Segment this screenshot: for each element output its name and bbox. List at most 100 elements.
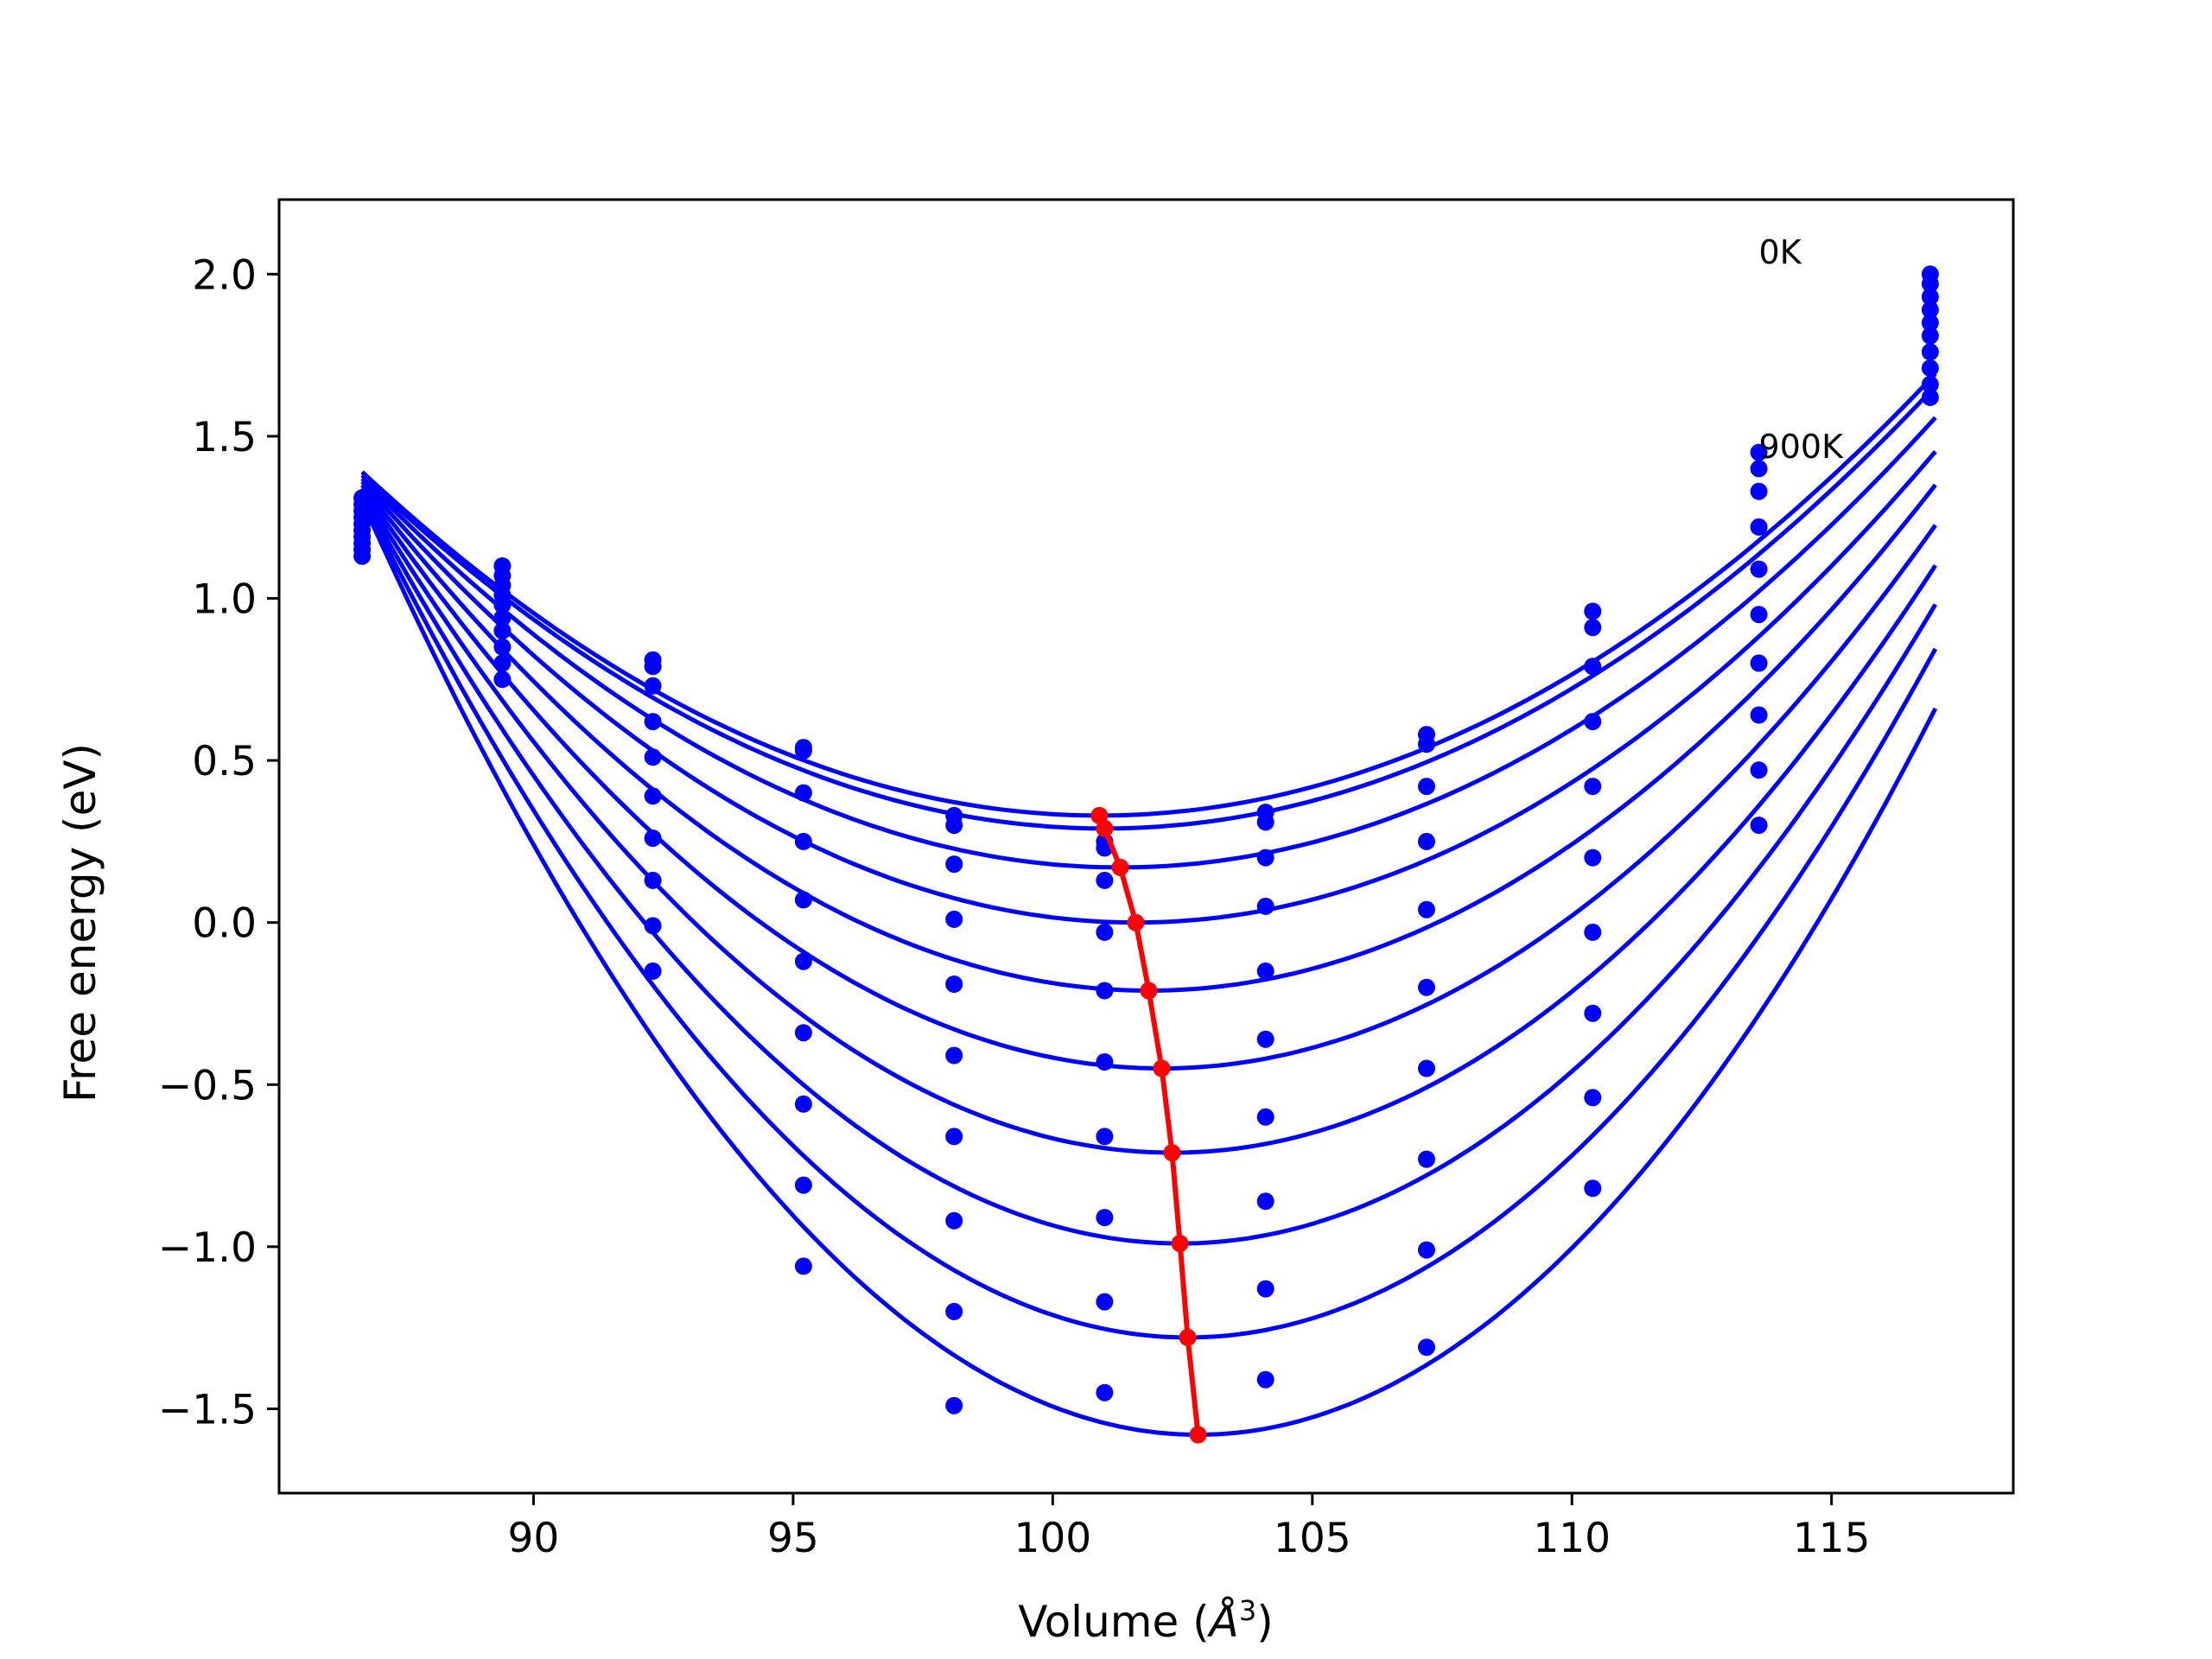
- data-point: [1096, 982, 1114, 1000]
- data-point: [1418, 1338, 1435, 1357]
- minimum-marker: [1140, 982, 1158, 1000]
- data-point: [1750, 606, 1768, 624]
- x-tick-label: 95: [767, 1515, 819, 1562]
- x-tick-label: 110: [1533, 1515, 1611, 1562]
- data-point: [493, 557, 512, 575]
- data-point: [493, 622, 512, 639]
- data-point: [945, 1128, 963, 1146]
- fit-curve-8: [359, 497, 1938, 1340]
- data-point: [1256, 1030, 1274, 1048]
- data-point: [1418, 778, 1435, 796]
- data-point: [1584, 1179, 1602, 1198]
- fit-curve-3: [360, 449, 1937, 925]
- fit-curve-2: [360, 416, 1937, 870]
- data-point: [1096, 1209, 1114, 1227]
- data-point: [644, 748, 662, 766]
- data-point: [1096, 1293, 1114, 1311]
- data-point: [1418, 735, 1435, 753]
- data-point: [644, 917, 662, 935]
- fit-curve-1: [360, 385, 1937, 831]
- data-point: [1750, 761, 1768, 779]
- data-point: [794, 891, 812, 909]
- data-point: [644, 830, 662, 848]
- data-point: [945, 855, 963, 874]
- data-point: [1584, 923, 1602, 941]
- data-point: [945, 1046, 963, 1065]
- y-tick-label: −1.5: [158, 1386, 257, 1433]
- data-point: [945, 1302, 963, 1320]
- data-point: [1096, 1053, 1114, 1071]
- minimum-marker: [1153, 1059, 1171, 1077]
- data-point: [644, 787, 662, 805]
- data-point: [1921, 388, 1939, 406]
- minimum-marker: [1163, 1144, 1181, 1162]
- minimum-marker: [1090, 806, 1109, 824]
- data-point: [1256, 962, 1274, 980]
- data-point: [794, 1024, 812, 1042]
- data-point: [1584, 602, 1602, 620]
- x-axis-label: Volume (Å3): [1018, 1594, 1273, 1647]
- data-point: [1921, 375, 1939, 393]
- data-point: [1096, 871, 1114, 889]
- x-tick-label: 90: [508, 1515, 560, 1562]
- data-point: [1584, 713, 1602, 731]
- data-point: [1256, 813, 1274, 831]
- y-axis: 2.0 1.5 1.0 0.5 0.0 −0.5 −1.0 −1.5: [158, 251, 279, 1433]
- y-tick-label: −0.5: [158, 1062, 257, 1109]
- fit-curve-6: [359, 490, 1937, 1155]
- data-point: [1921, 314, 1939, 332]
- data-point: [1750, 654, 1768, 672]
- data-point: [1750, 460, 1768, 478]
- minima-line: [1096, 814, 1201, 1435]
- data-point: [794, 1257, 812, 1275]
- data-point: [794, 952, 812, 970]
- data-point: [1096, 923, 1114, 941]
- fit-curve-0: [360, 372, 1937, 818]
- minimum-marker: [1179, 1328, 1197, 1346]
- data-point: [1921, 275, 1939, 293]
- y-tick-label: 1.5: [192, 414, 257, 461]
- data-point: [1418, 900, 1435, 918]
- data-point: [1584, 849, 1602, 867]
- data-point: [1750, 560, 1768, 578]
- data-point: [644, 677, 662, 695]
- annotations: 0K 900K: [1759, 233, 1845, 466]
- plot-area: [353, 265, 1939, 1444]
- data-point: [1256, 1192, 1274, 1211]
- minimum-marker: [1096, 819, 1114, 837]
- y-axis-label: Free energy (eV): [55, 743, 105, 1103]
- data-point: [1096, 1383, 1114, 1402]
- data-point: [794, 1095, 812, 1113]
- data-point: [794, 784, 812, 802]
- data-point: [1256, 897, 1274, 915]
- data-point: [1256, 1108, 1274, 1126]
- data-point: [1921, 327, 1939, 345]
- data-point: [493, 671, 512, 689]
- data-point: [353, 489, 372, 507]
- data-point: [945, 1211, 963, 1230]
- x-tick-label: 105: [1274, 1515, 1351, 1562]
- data-point: [1584, 778, 1602, 796]
- temperature-annotation: 0K: [1759, 233, 1802, 271]
- data-point: [945, 910, 963, 928]
- data-point: [1584, 1004, 1602, 1022]
- fit-curve-5: [360, 486, 1937, 1071]
- data-point: [1921, 343, 1939, 361]
- data-point: [644, 651, 662, 669]
- data-point: [1256, 1370, 1274, 1389]
- y-tick-label: −1.0: [158, 1224, 257, 1272]
- data-point: [1750, 482, 1768, 500]
- data-point: [493, 654, 512, 672]
- data-point: [1921, 301, 1939, 319]
- axes-frame: [277, 198, 2015, 1495]
- data-point: [1921, 288, 1939, 306]
- data-point: [1750, 443, 1768, 461]
- data-point: [1750, 817, 1768, 835]
- data-point: [1256, 849, 1274, 867]
- y-tick-label: 1.0: [192, 575, 257, 623]
- y-tick-label: 2.0: [192, 251, 257, 299]
- data-point: [1750, 706, 1768, 724]
- data-point: [794, 1176, 812, 1194]
- data-point: [1584, 1089, 1602, 1107]
